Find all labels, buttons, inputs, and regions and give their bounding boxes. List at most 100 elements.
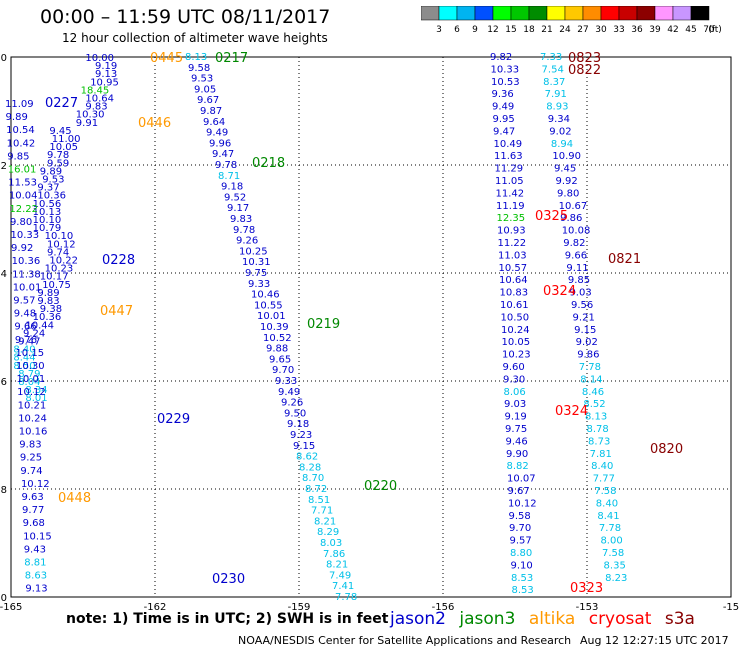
wave-height-value: 8.13 — [585, 412, 607, 423]
pass-label: 0448 — [58, 491, 91, 506]
wave-height-value: 7.78 — [335, 592, 357, 603]
wave-height-value: 16.01 — [8, 165, 37, 176]
wave-height-value: 8.46 — [582, 387, 604, 398]
wave-height-value: 12.22 — [9, 204, 38, 215]
pass-label: 0228 — [102, 253, 135, 268]
colorbar-label: 33 — [613, 25, 624, 35]
wave-height-value: 7.71 — [311, 506, 333, 517]
wave-height-value: 9.74 — [47, 247, 69, 258]
pass-label: 0227 — [45, 96, 78, 111]
wave-height-value: 7.33 — [540, 52, 562, 63]
wave-height-value: 8.35 — [604, 560, 626, 571]
wave-height-value: 9.83 — [37, 296, 59, 307]
wave-height-value: 9.49 — [492, 102, 514, 113]
wave-height-value: 10.23 — [502, 350, 531, 361]
wave-height-value: 9.36 — [492, 89, 514, 100]
wave-height-value: 9.78 — [233, 225, 255, 236]
wave-height-value: 11.29 — [495, 164, 524, 175]
wave-height-value: 9.34 — [548, 114, 570, 125]
wave-height-value: 8.21 — [314, 516, 336, 527]
wave-height-value: 9.57 — [13, 296, 35, 307]
wave-height-value: 10.79 — [33, 223, 62, 234]
wave-height-value: 9.21 — [573, 312, 595, 323]
wave-height-value: 9.83 — [19, 440, 41, 451]
wave-height-value: 9.30 — [503, 374, 525, 385]
pass-label: 0220 — [364, 479, 397, 494]
wave-height-value: 9.58 — [509, 511, 531, 522]
wave-height-value: 9.33 — [248, 279, 270, 290]
wave-height-value: 9.05 — [194, 84, 216, 95]
wave-height-value: 9.03 — [569, 288, 591, 299]
wave-height-value: 10.12 — [21, 479, 50, 490]
wave-height-value: 10.83 — [500, 288, 529, 299]
colorbar-label: 70 — [703, 25, 715, 35]
colorbar-label: (ft) — [708, 25, 722, 35]
wave-height-value: 10.53 — [491, 77, 520, 88]
colorbar-label: 27 — [577, 25, 588, 35]
wave-height-value: 11.03 — [498, 250, 527, 261]
y-tick-label: -20 — [0, 593, 7, 604]
pass-label: 0324 — [555, 404, 588, 419]
wave-height-value: 10.24 — [501, 325, 530, 336]
wave-height-value: 9.48 — [14, 309, 36, 320]
wave-height-value: 10.08 — [562, 226, 591, 237]
wave-height-value: 10.93 — [497, 226, 526, 237]
wave-height-value: 10.36 — [37, 191, 66, 202]
wave-height-value: 11.38 — [12, 269, 41, 280]
wave-height-value: 9.56 — [571, 300, 593, 311]
wave-height-value: 9.78 — [47, 150, 69, 161]
wave-height-value: 10.30 — [16, 361, 45, 372]
y-tick-label: -18 — [0, 485, 7, 496]
wave-height-value: 9.70 — [509, 523, 531, 534]
wave-height-value: 9.80 — [557, 188, 579, 199]
colorbar-label: 39 — [649, 25, 661, 35]
colorbar-swatch — [474, 6, 494, 21]
wave-height-value: 10.54 — [6, 125, 35, 136]
wave-height-value: 9.66 — [565, 250, 587, 261]
wave-height-value: 8.03 — [320, 538, 342, 549]
colorbar: 3 6 9 12 15 18 21 24 27 30 33 36 39 42 45 70(ft) — [421, 6, 722, 35]
page-subtitle: 12 hour collection of altimeter wave hei… — [62, 31, 328, 45]
wave-height-value: 8.40 — [591, 461, 613, 472]
wave-height-value: 8.78 — [587, 424, 609, 435]
colorbar-label: 42 — [667, 25, 678, 35]
wave-height-value: 10.23 — [45, 264, 74, 275]
colorbar-swatch — [636, 6, 656, 21]
footer-note: note: 1) Time is in UTC; 2) SWH is in fe… — [66, 611, 389, 627]
wave-height-value: 10.31 — [242, 257, 271, 268]
wave-height-value: 9.82 — [490, 52, 512, 63]
pass-label: 0821 — [608, 252, 641, 267]
plot-frame — [10, 56, 732, 598]
wave-height-value: 8.14 — [580, 374, 602, 385]
wave-height-value: 8.37 — [543, 77, 565, 88]
wave-height-value: 9.11 — [566, 263, 588, 274]
wave-height-value: 11.05 — [495, 176, 524, 187]
wave-height-value: 9.89 — [6, 112, 28, 123]
wave-height-value: 8.06 — [504, 387, 526, 398]
wave-height-value: 9.85 — [7, 151, 29, 162]
wave-height-value: 8.80 — [510, 548, 532, 559]
wave-height-value: 10.36 — [12, 256, 41, 267]
wave-height-value: 9.24 — [23, 328, 45, 339]
pass-label: 0229 — [157, 412, 190, 427]
wave-height-value: 9.88 — [266, 344, 288, 355]
wave-height-value: 9.92 — [556, 176, 578, 187]
wave-height-value: 9.33 — [275, 376, 297, 387]
wave-height-value: 9.02 — [549, 126, 571, 137]
wave-height-value: 7.58 — [594, 486, 616, 497]
wave-height-value: 10.01 — [13, 282, 42, 293]
wave-height-value: 9.67 — [197, 95, 219, 106]
colorbar-label: 21 — [541, 25, 552, 35]
wave-height-value: 9.13 — [25, 584, 47, 595]
pass-label: 0218 — [252, 156, 285, 171]
pass-label: 0823 — [568, 51, 601, 66]
wave-height-value: 9.95 — [493, 114, 515, 125]
wave-height-value: 10.12 — [47, 239, 76, 250]
wave-height-value: 11.09 — [5, 99, 34, 110]
legend-s3a: s3a — [664, 609, 695, 629]
wave-height-value: 10.49 — [494, 139, 523, 150]
wave-height-value: 8.50 — [13, 361, 35, 372]
wave-height-value: 9.92 — [11, 243, 33, 254]
colorbar-swatch — [510, 6, 530, 21]
wave-height-value: 9.59 — [47, 158, 69, 169]
